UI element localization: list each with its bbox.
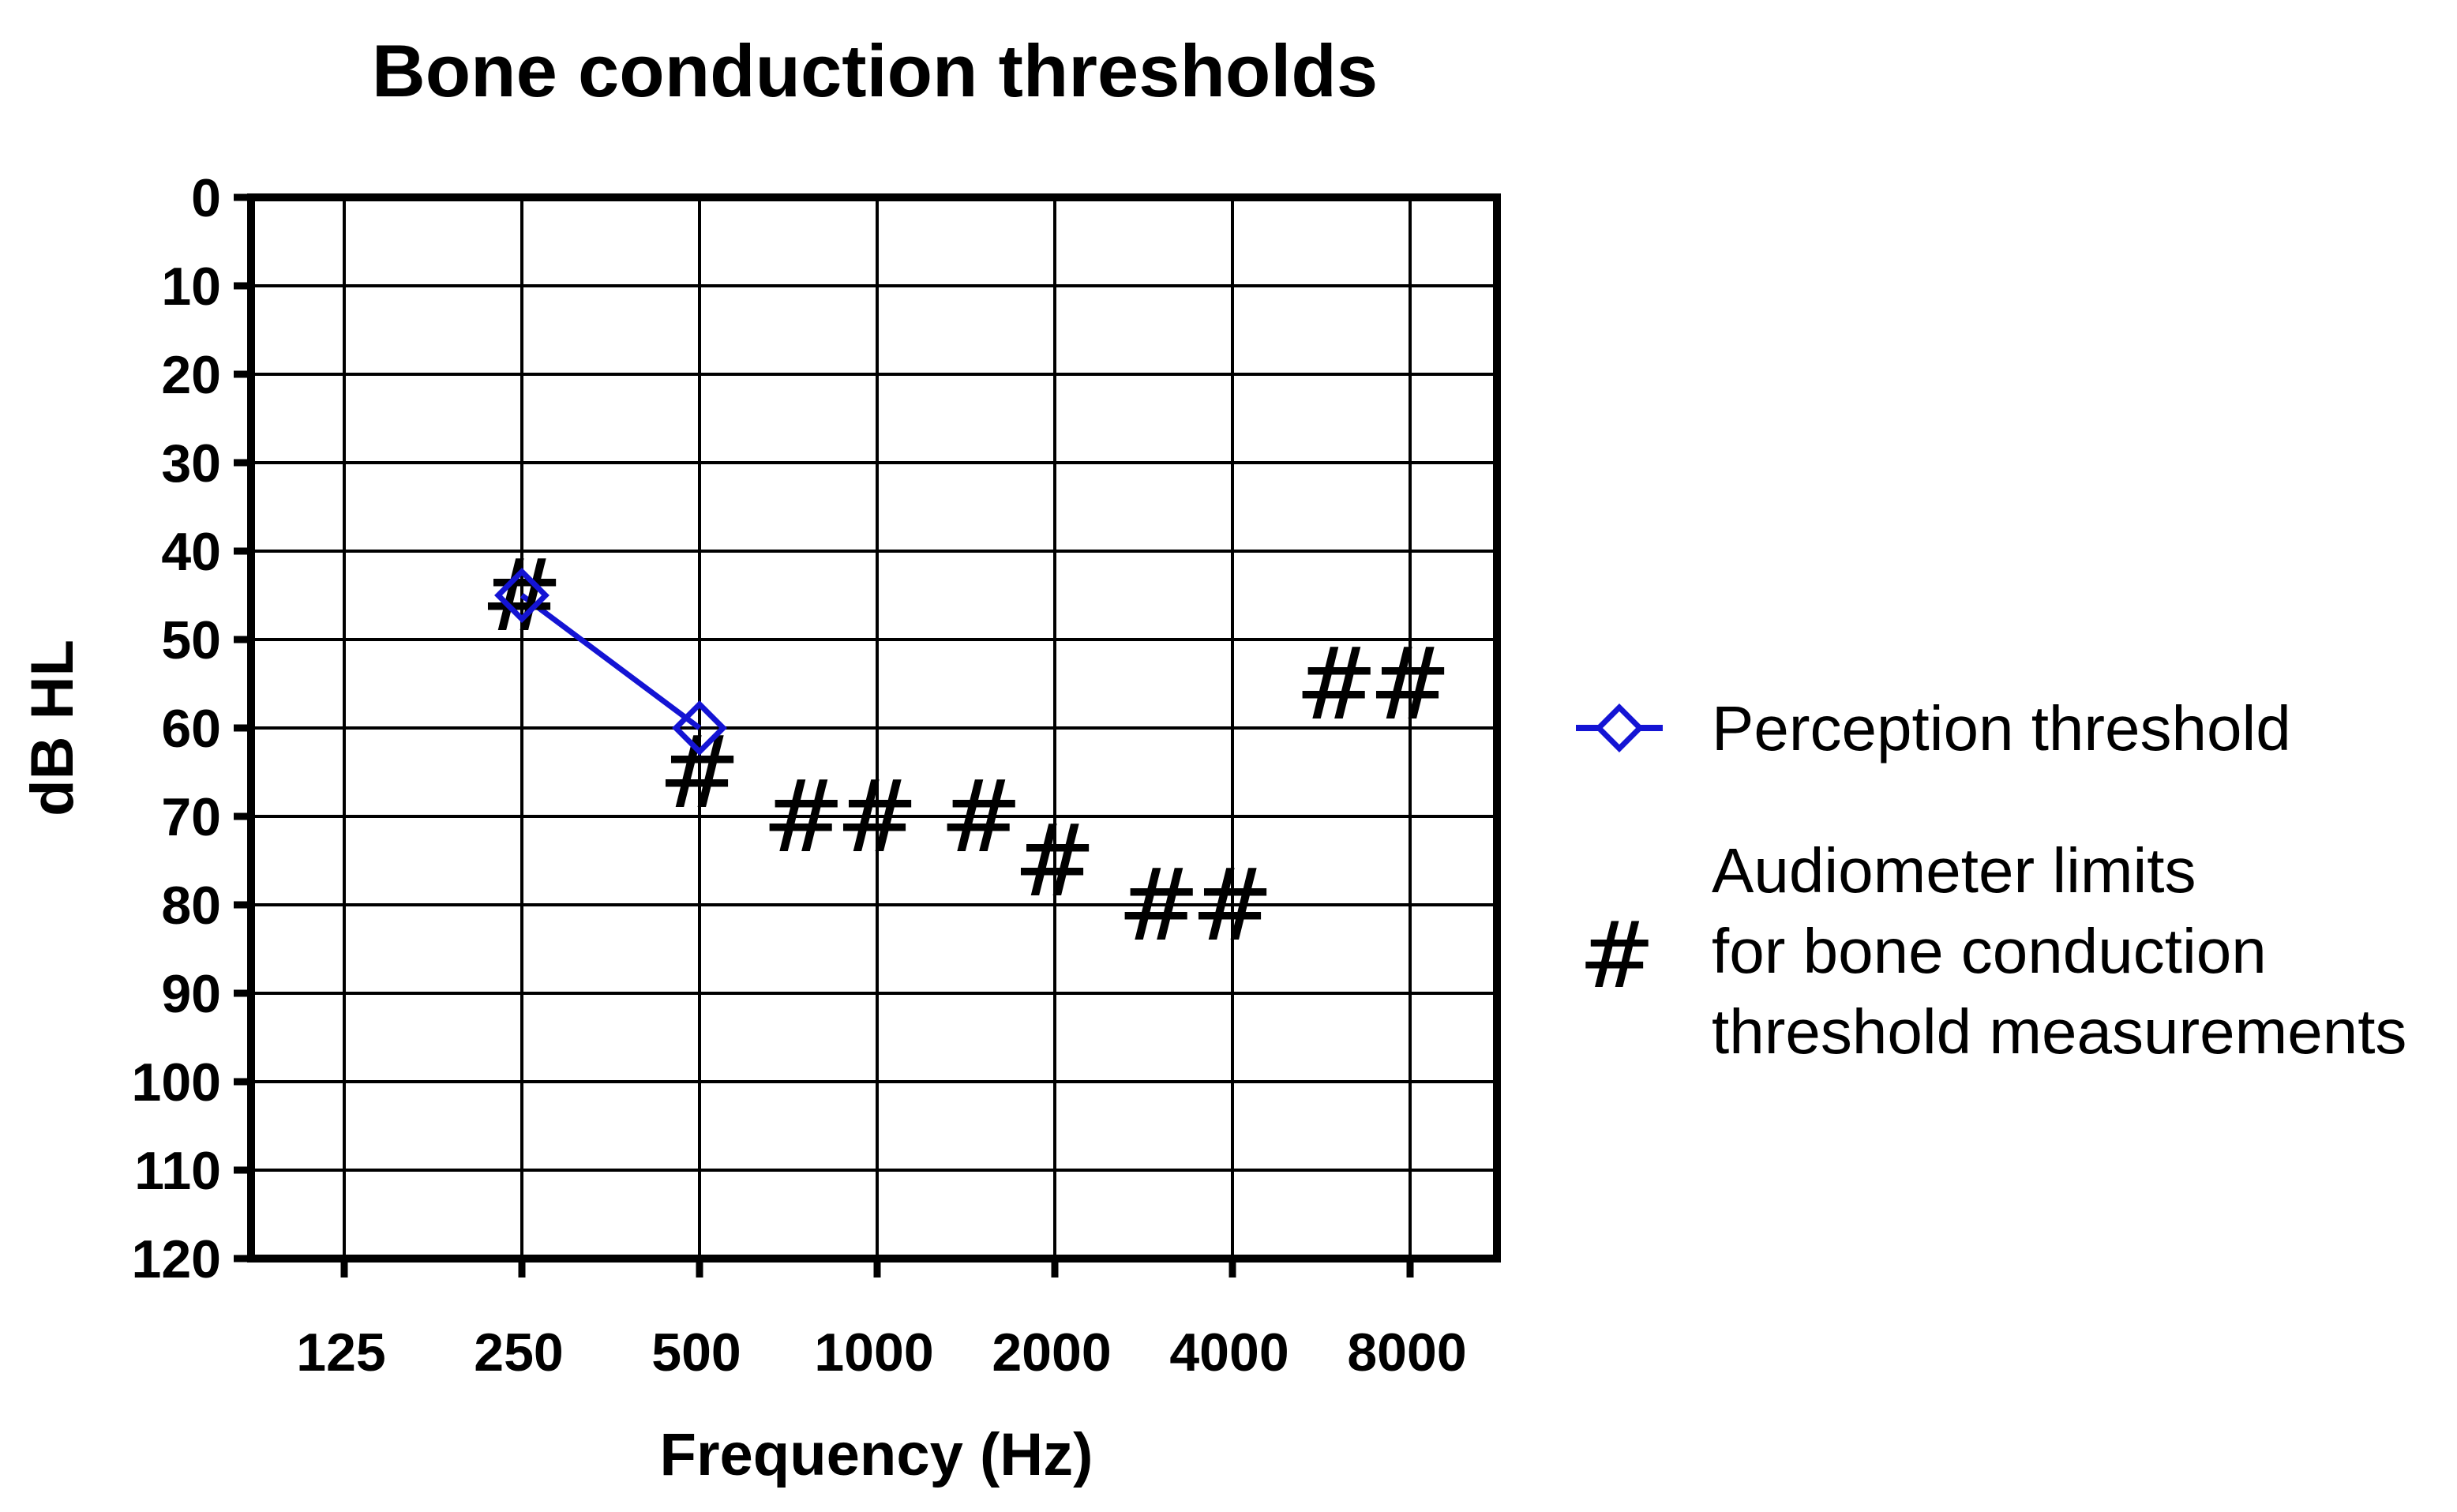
audiometer-limit-marker: # (940, 759, 1023, 875)
x-tick-label: 125 (296, 1323, 385, 1383)
x-tick-label: 1000 (814, 1323, 933, 1383)
y-tick-label: 100 (132, 1052, 221, 1112)
legend-hash-sample: # (1578, 902, 1655, 1009)
y-tick-label: 60 (161, 699, 221, 759)
x-tick-label: 4000 (1169, 1323, 1289, 1383)
legend-label-threshold: Perception threshold (1712, 693, 2291, 764)
y-tick-label: 110 (134, 1141, 221, 1201)
x-tick-label: 250 (474, 1323, 563, 1383)
legend-label-audiometer-line: threshold measurements (1712, 996, 2406, 1067)
audiometer-limit-marker: # (480, 538, 564, 654)
plot-frame (247, 193, 1501, 1263)
series-layer: ## ## ## #### (480, 538, 1452, 963)
y-tick-label: 0 (191, 168, 221, 228)
y-axis-title: dB HL (19, 640, 86, 816)
threshold-line (520, 593, 702, 730)
y-tick-label: 120 (132, 1229, 221, 1289)
chart-title: Bone conduction thresholds (372, 29, 1378, 112)
y-tick-label: 90 (161, 964, 221, 1024)
audiometer-limit-marker: # (1295, 626, 1379, 742)
audiometer-limit-marker: # (1191, 847, 1274, 963)
audiometer-limit-marker: # (762, 759, 846, 875)
legend-label-audiometer-line: Audiometer limits (1712, 835, 2196, 906)
legend-label-audiometer-line: for bone conduction (1712, 916, 2267, 986)
threshold-marker (494, 568, 550, 623)
audiometer-limit-marker: # (835, 759, 919, 875)
y-tick-label: 10 (161, 257, 221, 317)
audiometer-limit-marker: # (658, 715, 741, 831)
x-axis-title: Frequency (Hz) (660, 1421, 1093, 1488)
audiometer-limit-marker: # (1117, 847, 1201, 963)
y-tick-label: 50 (161, 610, 221, 670)
x-tick-label: 8000 (1347, 1323, 1466, 1383)
threshold-marker (672, 700, 727, 756)
legend-diamond-sample (1595, 703, 1644, 752)
x-tick-label: 2000 (992, 1323, 1111, 1383)
x-tick-label: 500 (651, 1323, 741, 1383)
legend: Perception threshold # Audiometer limits fo… (1576, 693, 2406, 1067)
y-tick-label: 30 (161, 433, 221, 493)
y-tick-label: 20 (161, 345, 221, 405)
text-layer: 0 10 20 30 40 50 60 70 80 90 100 110 120 125 250 500 100… (19, 29, 1467, 1488)
y-tick-label: 70 (161, 787, 221, 847)
y-tick-label: 80 (161, 876, 221, 936)
audiometer-limit-marker: # (1368, 626, 1452, 742)
y-tick-label: 40 (161, 522, 221, 582)
audiometer-limit-marker: # (1013, 803, 1097, 919)
